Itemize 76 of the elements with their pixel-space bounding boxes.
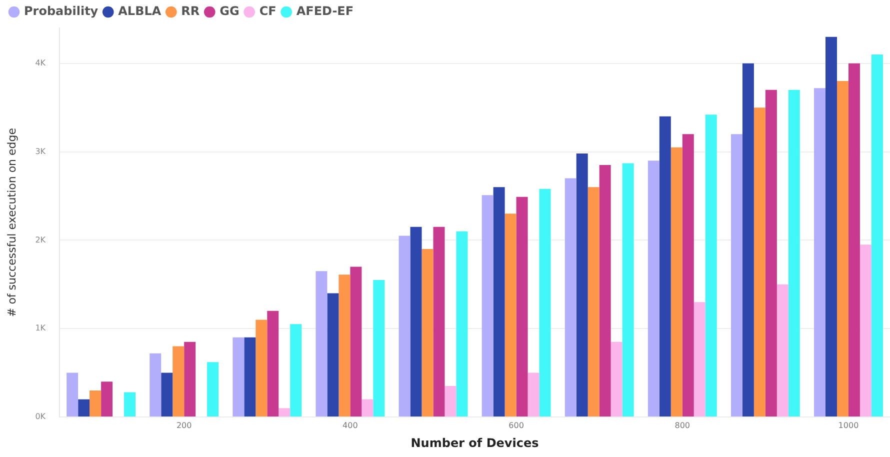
bar	[765, 90, 777, 416]
bar	[316, 271, 328, 416]
bar	[244, 337, 256, 416]
legend-label: Probability	[24, 4, 98, 18]
bar	[754, 108, 766, 416]
bar	[776, 284, 788, 416]
bar	[482, 195, 494, 416]
bar	[814, 88, 826, 416]
legend-label: AFED-EF	[296, 4, 354, 18]
bar	[730, 134, 742, 416]
bar	[161, 372, 173, 416]
bar	[516, 196, 528, 416]
bar	[705, 114, 717, 416]
bar	[267, 310, 279, 416]
bar	[124, 392, 136, 416]
y-tick-label: 3K	[35, 146, 46, 156]
x-tick-label: 600	[508, 420, 524, 430]
bar	[150, 353, 162, 416]
bar	[659, 116, 671, 416]
bar	[338, 274, 350, 416]
bar	[588, 187, 600, 416]
bar	[860, 244, 872, 416]
bar	[670, 147, 682, 416]
bar	[871, 54, 883, 416]
bar	[290, 324, 302, 416]
bar	[350, 266, 362, 416]
y-tick-label: 2K	[35, 235, 46, 244]
bar	[172, 346, 184, 416]
bar	[836, 81, 848, 416]
bar	[528, 372, 540, 416]
legend-label: ALBLA	[118, 4, 162, 18]
bar	[207, 362, 219, 416]
bar	[682, 134, 694, 416]
bar	[610, 342, 622, 416]
bar	[848, 63, 860, 416]
bar	[101, 382, 113, 416]
bar	[826, 36, 837, 416]
bar	[232, 337, 244, 416]
legend-label: CF	[259, 4, 276, 18]
y-axis-title: # of successful execution on edge	[5, 128, 18, 318]
bar	[444, 386, 456, 416]
bar	[599, 165, 611, 416]
bar	[362, 399, 374, 416]
bar	[422, 249, 434, 416]
bar	[410, 226, 422, 416]
bar	[504, 214, 516, 416]
y-tick-label: 4K	[35, 58, 46, 68]
bar	[256, 320, 268, 416]
bar	[278, 408, 290, 416]
bar	[398, 236, 410, 416]
bar	[433, 226, 445, 416]
bar	[493, 187, 505, 416]
x-tick-label: 400	[342, 420, 358, 430]
bar	[788, 90, 800, 416]
bar	[694, 302, 706, 416]
bar	[90, 390, 102, 416]
bar	[373, 280, 385, 416]
bar	[327, 293, 339, 416]
bar	[66, 372, 78, 416]
bar	[564, 178, 576, 416]
y-tick-label: 0K	[35, 412, 46, 422]
x-tick-label: 800	[674, 420, 690, 430]
x-tick-label: 200	[176, 420, 192, 430]
bar	[456, 231, 468, 416]
legend-label: RR	[181, 4, 200, 18]
y-tick-label: 1K	[35, 324, 46, 333]
bar	[78, 399, 90, 416]
bar	[742, 63, 754, 416]
bar	[184, 342, 196, 416]
x-tick-label: 1000	[838, 420, 859, 430]
bar	[539, 188, 551, 416]
bar	[622, 163, 634, 416]
x-axis-title: Number of Devices	[410, 436, 539, 450]
legend-label: GG	[220, 4, 240, 18]
bar	[576, 154, 588, 416]
bar	[648, 160, 660, 416]
